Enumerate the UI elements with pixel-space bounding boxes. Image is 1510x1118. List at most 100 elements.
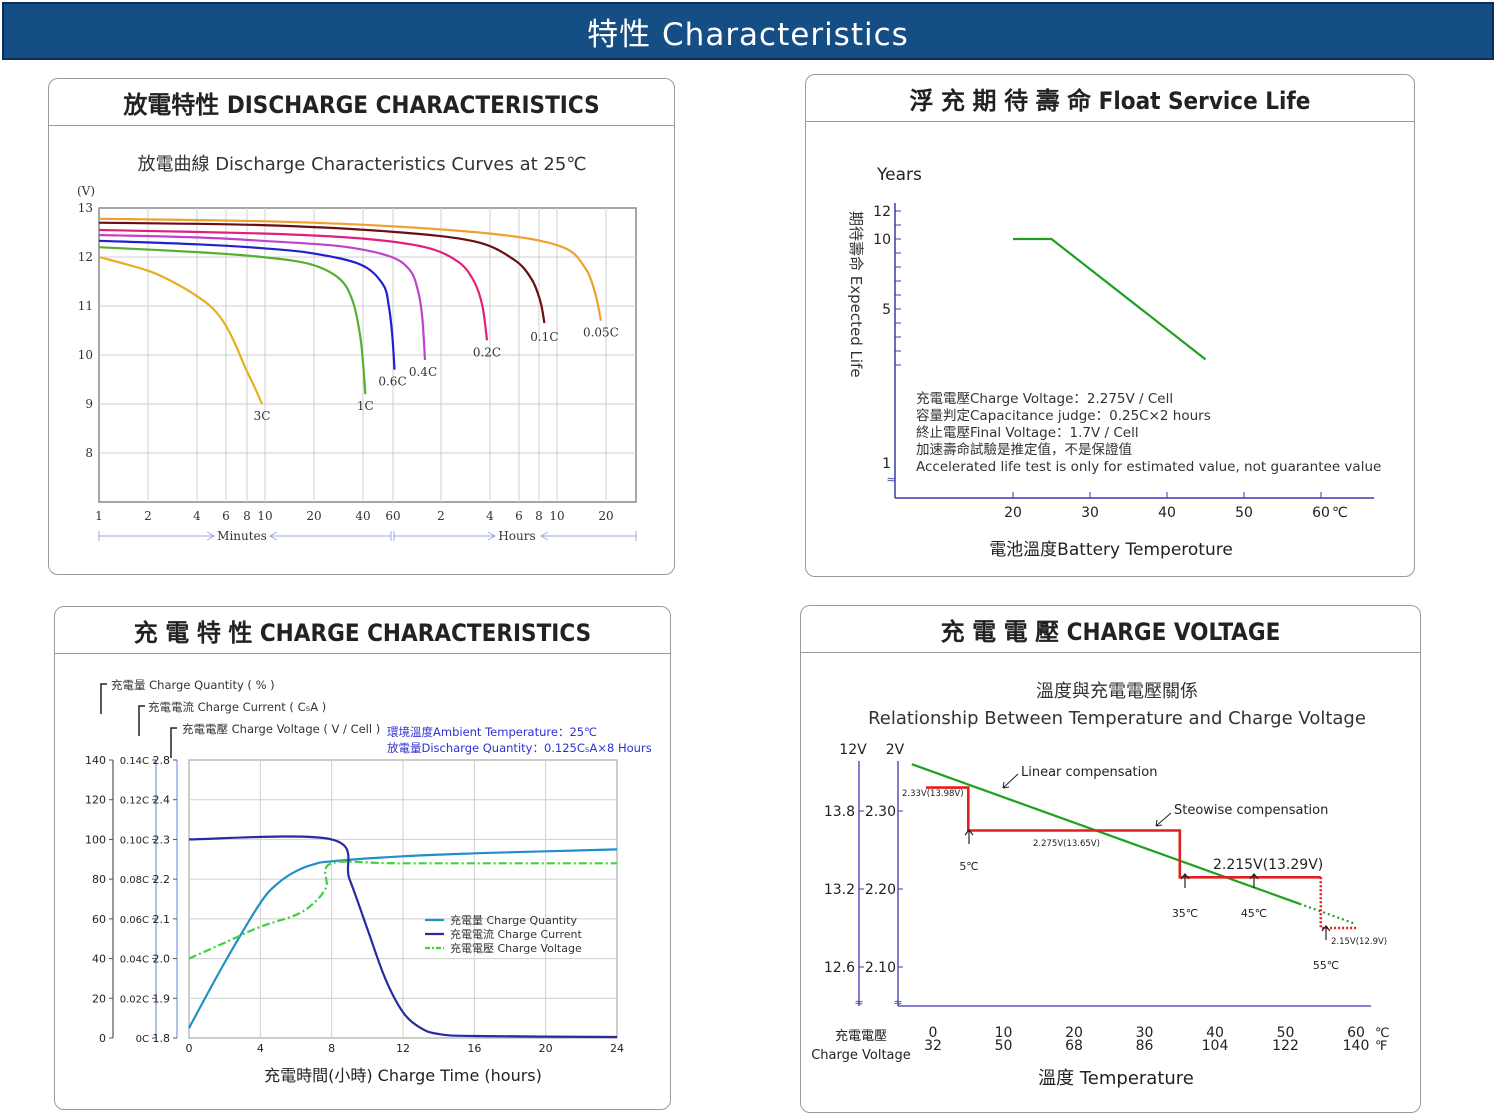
hours-arrow-right bbox=[487, 531, 497, 541]
condition-note: 放電量Discharge Quantity：0.125C₅A×8 Hours bbox=[387, 741, 652, 755]
curve-label: 0.6C bbox=[378, 375, 406, 389]
y-axis-title: 期待壽命 Expected Life bbox=[847, 211, 865, 378]
discharge-curve-0.6C bbox=[98, 239, 396, 370]
y-tick-label: 0.10C bbox=[120, 835, 149, 846]
y-tick-label: 8 bbox=[85, 446, 93, 460]
axis-title-bracket bbox=[170, 727, 177, 758]
y-axis-unit: Years bbox=[876, 165, 922, 185]
x-tick-celsius: 0 bbox=[929, 1025, 938, 1041]
y-tick-2v: 2.10 bbox=[865, 960, 896, 976]
minutes-label: Minutes bbox=[217, 529, 267, 543]
y-tick-2v: 2.20 bbox=[865, 882, 896, 898]
x-tick-label: 20 bbox=[598, 509, 613, 523]
linear-pointer-arrow bbox=[1002, 773, 1019, 789]
y-tick-label: 0 bbox=[99, 1032, 106, 1045]
quantity-axis-title: 充電量 Charge Quantity ( % ) bbox=[111, 678, 275, 692]
x-axis-title: 電池溫度Battery Temperoture bbox=[989, 540, 1233, 560]
charge-curve-2 bbox=[188, 860, 617, 960]
linear-label: Linear compensation bbox=[1021, 765, 1157, 780]
x-tick-label: 12 bbox=[396, 1042, 410, 1055]
y-tick-label: 2.0 bbox=[153, 953, 171, 966]
temperature-arrow bbox=[1321, 925, 1331, 940]
x-tick-label: 8 bbox=[535, 509, 543, 523]
linear-compensation-line bbox=[911, 763, 1300, 905]
legend-label: 充電量 Charge Quantity bbox=[450, 913, 577, 927]
curve-label: 1C bbox=[357, 399, 374, 413]
legend-label: 充電電流 Charge Current bbox=[450, 927, 582, 941]
y-tick-label: 20 bbox=[92, 992, 106, 1005]
x-tick-celsius: 30 bbox=[1136, 1025, 1154, 1041]
condition-note: 加速壽命試驗是推定值，不是保證值 bbox=[916, 441, 1132, 458]
curve-label: 0.2C bbox=[473, 345, 501, 359]
hours-label: Hours bbox=[498, 529, 535, 543]
condition-note: 環境溫度Ambient Temperature：25℃ bbox=[387, 725, 597, 739]
x-tick-celsius: 40 bbox=[1206, 1025, 1224, 1041]
x-tick-label: 30 bbox=[1081, 505, 1099, 521]
y-tick-label: 9 bbox=[85, 397, 93, 411]
x-tick-label: 6 bbox=[515, 509, 523, 523]
temperature-mark: 5℃ bbox=[959, 860, 978, 873]
axis-break: ≈ bbox=[854, 996, 863, 1009]
discharge-curve-1C bbox=[98, 246, 367, 395]
float-life-panel-title: 浮 充 期 待 壽 命 Float Service Life bbox=[806, 75, 1414, 122]
temperature-mark: 35℃ bbox=[1172, 907, 1198, 920]
y-tick-label: 2.4 bbox=[153, 794, 171, 807]
x-tick-label: 16 bbox=[467, 1042, 481, 1055]
x-tick-celsius: 60 bbox=[1347, 1025, 1365, 1041]
x-tick-fahrenheit: 122 bbox=[1272, 1038, 1299, 1054]
y-tick-label: 10 bbox=[873, 232, 891, 248]
x-tick-label: 24 bbox=[610, 1042, 624, 1055]
x-tick-label: 60 bbox=[1312, 505, 1330, 521]
y-tick-label: 12 bbox=[78, 250, 93, 264]
y-tick-label: 1 bbox=[882, 456, 891, 472]
charge-panel: 充 電 特 性 CHARGE CHARACTERISTICS 充電量 Charg… bbox=[54, 606, 671, 1110]
y-tick-label: 0.14C bbox=[120, 756, 149, 767]
discharge-curve-0.05C bbox=[98, 217, 602, 321]
y-axis-unit: (V) bbox=[77, 184, 95, 198]
x-unit-fahrenheit: ℉ bbox=[1375, 1039, 1387, 1054]
minutes-label-bg bbox=[214, 528, 270, 544]
temperature-arrow bbox=[1249, 873, 1259, 888]
y-tick-label: 80 bbox=[92, 873, 106, 886]
x-tick-label: 4 bbox=[486, 509, 494, 523]
axis-title-bracket bbox=[100, 683, 107, 714]
temperature-mark: 55℃ bbox=[1313, 959, 1339, 972]
x-tick-fahrenheit: 86 bbox=[1136, 1038, 1154, 1054]
axis-break: ≈ bbox=[893, 996, 902, 1009]
charge-voltage-panel-title: 充 電 電 壓 CHARGE VOLTAGE bbox=[801, 606, 1420, 653]
x-tick-celsius: 20 bbox=[1065, 1025, 1083, 1041]
x-tick-label: 8 bbox=[328, 1042, 335, 1055]
x-tick-label: 1 bbox=[95, 509, 103, 523]
x-tick-label: 10 bbox=[549, 509, 564, 523]
step-voltage-annotation: 2.15V(12.9V) bbox=[1331, 937, 1387, 947]
y-tick-label: 12 bbox=[873, 204, 891, 220]
axis-title-bracket bbox=[138, 705, 145, 736]
voltage-axis-title: 充電電壓 Charge Voltage ( V / Cell ) bbox=[182, 722, 380, 736]
x-tick-label: 20 bbox=[539, 1042, 553, 1055]
temperature-arrow bbox=[964, 829, 974, 844]
charge-voltage-chart: 溫度與充電電壓關係 Relationship Between Temperatur… bbox=[811, 681, 1389, 1089]
y-tick-label: 140 bbox=[85, 754, 106, 767]
y-tick-2v: 2.30 bbox=[865, 804, 896, 820]
x-tick-celsius: 10 bbox=[995, 1025, 1013, 1041]
y-tick-label: 120 bbox=[85, 794, 106, 807]
curve-label: 0.1C bbox=[530, 330, 558, 344]
charge-panel-title: 充 電 特 性 CHARGE CHARACTERISTICS bbox=[55, 607, 670, 654]
x-tick-label: 0 bbox=[186, 1042, 193, 1055]
temperature-arrow bbox=[1180, 873, 1190, 888]
discharge-chart: 放電曲線 Discharge Characteristics Curves at… bbox=[77, 154, 637, 544]
x-tick-label: 8 bbox=[243, 509, 251, 523]
y-tick-label: 2.8 bbox=[153, 754, 171, 767]
x-tick-fahrenheit: 32 bbox=[924, 1038, 942, 1054]
step-voltage-annotation: 2.33V(13.98V) bbox=[902, 789, 964, 799]
x-tick-label: 20 bbox=[306, 509, 321, 523]
temperature-mark: 45℃ bbox=[1241, 907, 1267, 920]
y-tick-12v: 13.2 bbox=[824, 882, 855, 898]
y-axis-12v-label: 12V bbox=[839, 742, 867, 758]
y-tick-label: 1.9 bbox=[153, 992, 171, 1005]
step-voltage-annotation: 2.215V(13.29V) bbox=[1213, 857, 1323, 873]
step-compensation-extension bbox=[1319, 877, 1356, 930]
x-tick-label: 6 bbox=[222, 509, 230, 523]
x-tick-label: 60 bbox=[385, 509, 400, 523]
condition-note: 充電電壓Charge Voltage：2.275V / Cell bbox=[916, 391, 1173, 407]
